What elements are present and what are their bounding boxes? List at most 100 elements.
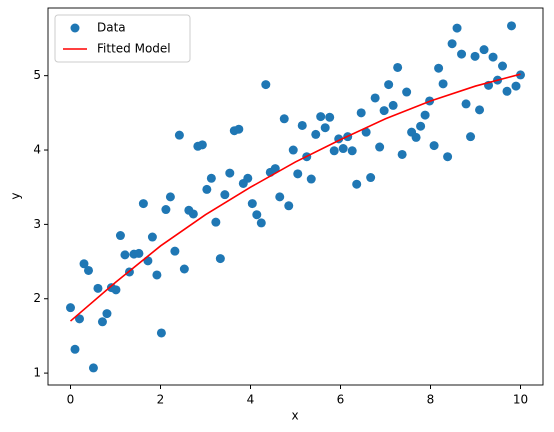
legend-label: Fitted Model: [97, 42, 171, 56]
data-point: [475, 105, 485, 115]
data-point: [279, 114, 289, 124]
data-point: [79, 259, 89, 269]
data-point: [457, 49, 467, 59]
data-point: [488, 52, 498, 62]
data-point: [206, 173, 216, 183]
legend-label: Data: [97, 21, 126, 35]
x-tick-label: 0: [67, 393, 75, 407]
data-point: [147, 232, 157, 242]
data-point: [165, 192, 175, 202]
data-point: [375, 142, 385, 152]
data-point: [261, 80, 271, 90]
data-point: [174, 130, 184, 140]
data-point: [179, 264, 189, 274]
data-point: [156, 328, 166, 338]
data-point: [379, 106, 389, 116]
data-point: [438, 79, 448, 89]
legend-box: [54, 14, 191, 63]
data-point: [420, 110, 430, 120]
data-point: [225, 168, 235, 178]
data-point: [416, 121, 426, 131]
data-point: [256, 218, 266, 228]
data-point: [511, 81, 521, 91]
data-point: [325, 112, 335, 122]
data-point: [270, 164, 280, 174]
data-point: [170, 246, 180, 256]
data-point: [161, 205, 171, 215]
data-point: [393, 62, 403, 72]
y-tick-label: 5: [33, 68, 41, 82]
data-point: [220, 190, 230, 200]
data-point: [275, 192, 285, 202]
data-point: [138, 199, 148, 209]
data-point: [234, 124, 244, 134]
data-point: [361, 127, 371, 137]
x-tick-label: 10: [513, 393, 528, 407]
data-point: [84, 265, 93, 275]
data-point: [320, 123, 330, 133]
data-point: [397, 149, 407, 159]
data-point: [143, 256, 153, 266]
data-point: [479, 45, 489, 55]
data-point: [115, 231, 125, 241]
legend-marker: [70, 23, 80, 33]
data-point: [93, 283, 103, 293]
data-point: [152, 270, 162, 280]
data-point: [70, 344, 80, 354]
x-tick-label: 6: [337, 393, 345, 407]
data-point: [352, 179, 362, 189]
data-point: [370, 93, 380, 103]
legend: Data Fitted Model: [54, 14, 191, 63]
data-point: [215, 254, 225, 264]
fit-line: [69, 73, 521, 322]
data-point: [111, 285, 121, 295]
data-point: [498, 61, 507, 71]
data-point: [211, 217, 221, 227]
data-point: [197, 140, 207, 150]
data-point: [434, 63, 444, 73]
data-point: [461, 99, 471, 109]
y-tick-label: 4: [33, 143, 41, 157]
data-point: [452, 23, 462, 33]
y-tick-label: 3: [33, 217, 41, 231]
data-point: [366, 173, 376, 183]
data-point: [402, 87, 412, 97]
data-point: [75, 314, 84, 324]
y-tick-label: 2: [33, 291, 41, 305]
data-point: [243, 173, 253, 183]
data-point: [188, 209, 198, 219]
data-point: [202, 184, 212, 194]
data-point: [338, 144, 348, 154]
data-point: [329, 146, 339, 156]
x-tick-label: 2: [157, 393, 165, 407]
data-point: [247, 199, 257, 209]
data-point: [411, 132, 421, 142]
data-point: [466, 132, 476, 142]
x-axis-label: x: [291, 409, 298, 423]
data-point: [356, 108, 366, 118]
data-point: [447, 39, 457, 49]
data-point: [347, 146, 357, 156]
data-point: [470, 51, 480, 61]
data-point: [288, 145, 298, 155]
data-point: [284, 201, 294, 211]
data-point: [293, 169, 303, 179]
data-point: [102, 309, 112, 319]
data-point: [316, 112, 326, 122]
data-point: [384, 80, 394, 90]
x-tick-label: 8: [427, 393, 435, 407]
axes-frame: [47, 7, 544, 386]
y-axis-label: y: [9, 192, 23, 199]
data-point: [88, 363, 98, 373]
data-point: [120, 250, 130, 260]
y-tick-label: 1: [33, 366, 41, 380]
data-point: [502, 86, 512, 96]
data-point: [443, 152, 453, 162]
data-point: [388, 100, 398, 110]
data-point: [507, 21, 516, 31]
data-point: [311, 129, 321, 139]
data-point: [297, 120, 307, 130]
data-point: [66, 303, 75, 313]
